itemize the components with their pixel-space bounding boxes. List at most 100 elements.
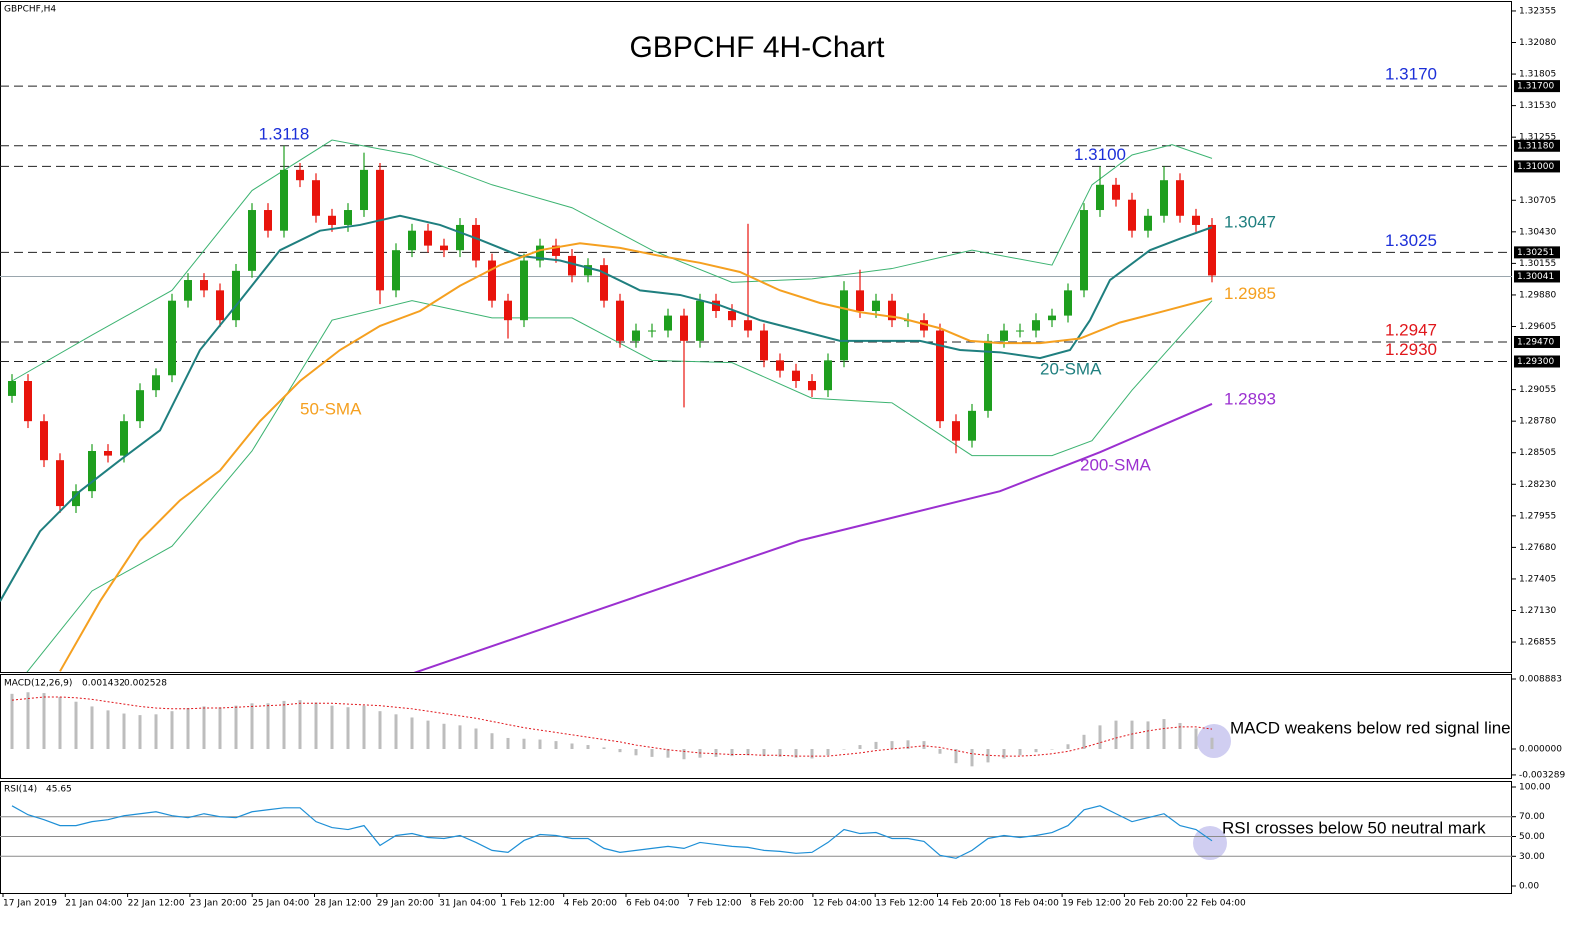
macd-bar <box>666 748 670 758</box>
price-panel-frame <box>0 1 1512 673</box>
x-tick-label: 14 Feb 20:00 <box>938 899 997 909</box>
y-tick-label: 1.27680 <box>1519 543 1556 553</box>
level-label: 1.3025 <box>1385 231 1437 250</box>
macd-bar <box>1194 728 1198 749</box>
macd-bar <box>90 706 94 749</box>
candle-body <box>728 311 736 321</box>
candle-body <box>152 375 160 391</box>
x-tick-label: 19 Feb 12:00 <box>1062 899 1121 909</box>
macd-bar <box>106 710 110 749</box>
x-tick-label: 28 Jan 12:00 <box>315 899 372 909</box>
rsi-panel-frame <box>0 781 1512 894</box>
candle-body <box>1208 224 1216 276</box>
candle-body <box>104 450 112 456</box>
macd-bar <box>122 713 126 749</box>
price-box <box>1514 139 1560 152</box>
candle-body <box>1032 320 1040 331</box>
candle-body <box>40 421 48 461</box>
macd-bar <box>746 748 750 756</box>
candle-body <box>968 410 976 441</box>
candle-body <box>952 421 960 441</box>
sma-end-label: 1.3047 <box>1224 213 1276 232</box>
candle-body <box>760 330 768 361</box>
macd-bar <box>522 738 526 749</box>
macd-bar <box>922 741 926 749</box>
macd-bar <box>426 720 430 749</box>
candle-body <box>744 320 752 331</box>
macd-bar <box>954 748 958 764</box>
macd-bar <box>1002 748 1006 759</box>
candle-body <box>24 381 32 422</box>
macd-bar <box>874 741 878 749</box>
macd-plot <box>10 692 1214 767</box>
macd-bar <box>42 693 46 749</box>
y-tick-label: 0.000000 <box>1519 744 1562 754</box>
x-tick-label: 12 Feb 04:00 <box>813 899 872 909</box>
macd-bar <box>1162 719 1166 749</box>
y-tick-label: 1.27955 <box>1519 511 1556 521</box>
y-tick-label: 50.00 <box>1519 832 1545 842</box>
band-upper <box>11 139 1213 382</box>
candle-body <box>424 230 432 246</box>
macd-bar <box>634 748 638 756</box>
macd-bar <box>826 748 830 756</box>
candle-body <box>696 300 704 341</box>
rsi-annotation: RSI crosses below 50 neutral mark <box>1222 818 1486 837</box>
macd-bar <box>538 739 542 749</box>
y-tick-label: 100.00 <box>1519 782 1551 792</box>
candle-body <box>184 280 192 301</box>
candle-body <box>312 180 320 216</box>
candle-body <box>392 250 400 291</box>
candle-body <box>1064 290 1072 316</box>
macd-bar <box>1050 748 1054 750</box>
macd-bar <box>714 748 718 757</box>
y-tick-label: 1.29605 <box>1519 322 1556 332</box>
y-tick-label: 0.00 <box>1519 882 1539 892</box>
x-tick-label: 22 Jan 12:00 <box>128 899 185 909</box>
candle-body <box>280 169 288 231</box>
y-tick-label: 1.31530 <box>1519 101 1556 111</box>
candle-body <box>680 315 688 341</box>
candle-body <box>376 169 384 291</box>
macd-bar <box>778 748 782 757</box>
macd-bar <box>250 703 254 749</box>
candle-body <box>168 300 176 376</box>
price-box <box>1514 160 1560 173</box>
rsi-plot <box>0 805 1512 859</box>
y-tick-label: 30.00 <box>1519 852 1545 862</box>
candle-body <box>584 265 592 276</box>
candle-body <box>1176 180 1184 216</box>
y-tick-label: 1.27130 <box>1519 606 1556 616</box>
highlight-circle <box>1197 724 1231 758</box>
macd-bar <box>1178 722 1182 749</box>
macd-bar <box>762 748 766 757</box>
x-tick-label: 20 Feb 20:00 <box>1124 899 1183 909</box>
candle-body <box>776 360 784 371</box>
macd-bar <box>266 703 270 749</box>
price-box <box>1514 355 1560 368</box>
macd-bar <box>1098 725 1102 749</box>
candle-body <box>1160 180 1168 216</box>
candle-body <box>808 381 816 391</box>
macd-bar <box>842 748 846 750</box>
x-tick-label: 4 Feb 20:00 <box>564 899 618 909</box>
macd-bar <box>1018 748 1022 756</box>
y-tick-label: 1.26855 <box>1519 638 1556 648</box>
macd-bar <box>506 737 510 749</box>
macd-bar <box>554 741 558 749</box>
candle-body <box>824 360 832 391</box>
candle-body <box>536 245 544 261</box>
candle-body <box>920 320 928 331</box>
candle-body <box>1096 184 1104 211</box>
macd-bar <box>58 696 62 749</box>
highlight-circle <box>1193 826 1227 860</box>
candle-body <box>408 230 416 251</box>
macd-bar <box>810 748 814 759</box>
candle-body <box>664 315 672 331</box>
y-tick-label: 1.30155 <box>1519 259 1556 269</box>
level-label: 1.3118 <box>259 124 310 143</box>
candle-body <box>632 330 640 341</box>
macd-bar <box>314 702 318 749</box>
macd-bar <box>1210 737 1214 749</box>
